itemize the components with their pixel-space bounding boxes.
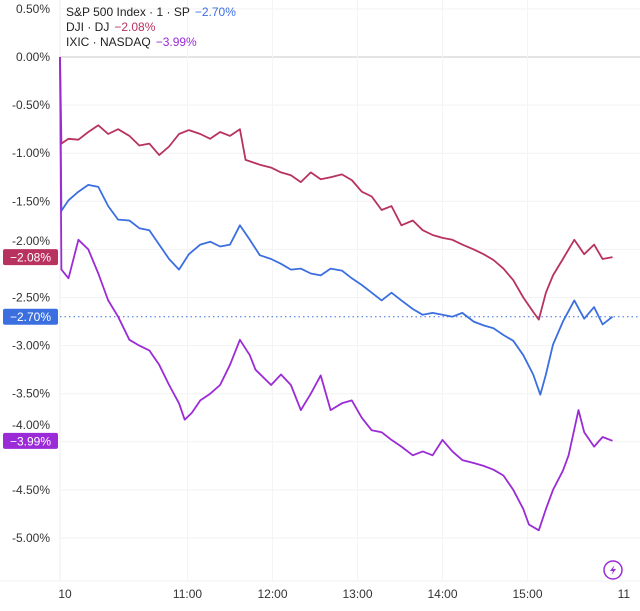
legend-item-dji: DJI · DJ −2.08% [66,20,236,35]
x-tick-label: 11 [618,587,631,601]
last-value-tag [3,308,58,325]
y-tick-label: -3.00% [12,339,50,353]
y-tick-label: -4.50% [12,483,50,497]
legend-item-sp500: S&P 500 Index · 1 · SP −2.70% [66,5,236,20]
x-tick-label: 12:00 [257,587,287,601]
legend-name: IXIC · NASDAQ [66,35,151,49]
series-line [59,56,614,396]
legend-item-ixic: IXIC · NASDAQ −3.99% [66,35,236,50]
y-tick-label: -4.00% [12,418,50,432]
y-tick-label: -0.50% [12,98,50,112]
y-tick-label: -1.00% [12,146,50,160]
y-tick-label: -3.50% [12,387,50,401]
last-value-tag-label: −2.08% [10,251,51,265]
last-value-tag-label: −2.70% [10,310,51,324]
legend-value: −3.99% [155,35,197,49]
y-tick-label: -2.00% [12,234,50,248]
x-tick-label: 10 [58,587,72,601]
series-line [59,56,613,532]
y-tick-label: 0.50% [16,2,50,16]
y-tick-label: -1.50% [12,194,50,208]
y-tick-label: -2.50% [12,291,50,305]
x-tick-label: 13:00 [342,587,372,601]
last-value-tag-label: −3.99% [10,434,51,448]
last-value-tag [3,249,58,266]
last-value-tag [3,432,58,449]
legend-value: −2.70% [194,5,236,19]
y-tick-label: -5.00% [12,531,50,545]
x-tick-label: 11:00 [173,587,202,601]
legend-name: DJI · DJ [66,20,110,34]
legend-name: S&P 500 Index · 1 · SP [66,5,190,19]
lightning-bolt-icon[interactable] [603,560,623,580]
series-line [59,56,613,321]
y-tick-label: 0.00% [16,50,50,64]
legend-value: −2.08% [114,20,156,34]
x-tick-label: 15:00 [512,587,542,601]
x-tick-label: 14:00 [427,587,457,601]
legend: S&P 500 Index · 1 · SP −2.70% DJI · DJ −2.… [66,5,236,50]
